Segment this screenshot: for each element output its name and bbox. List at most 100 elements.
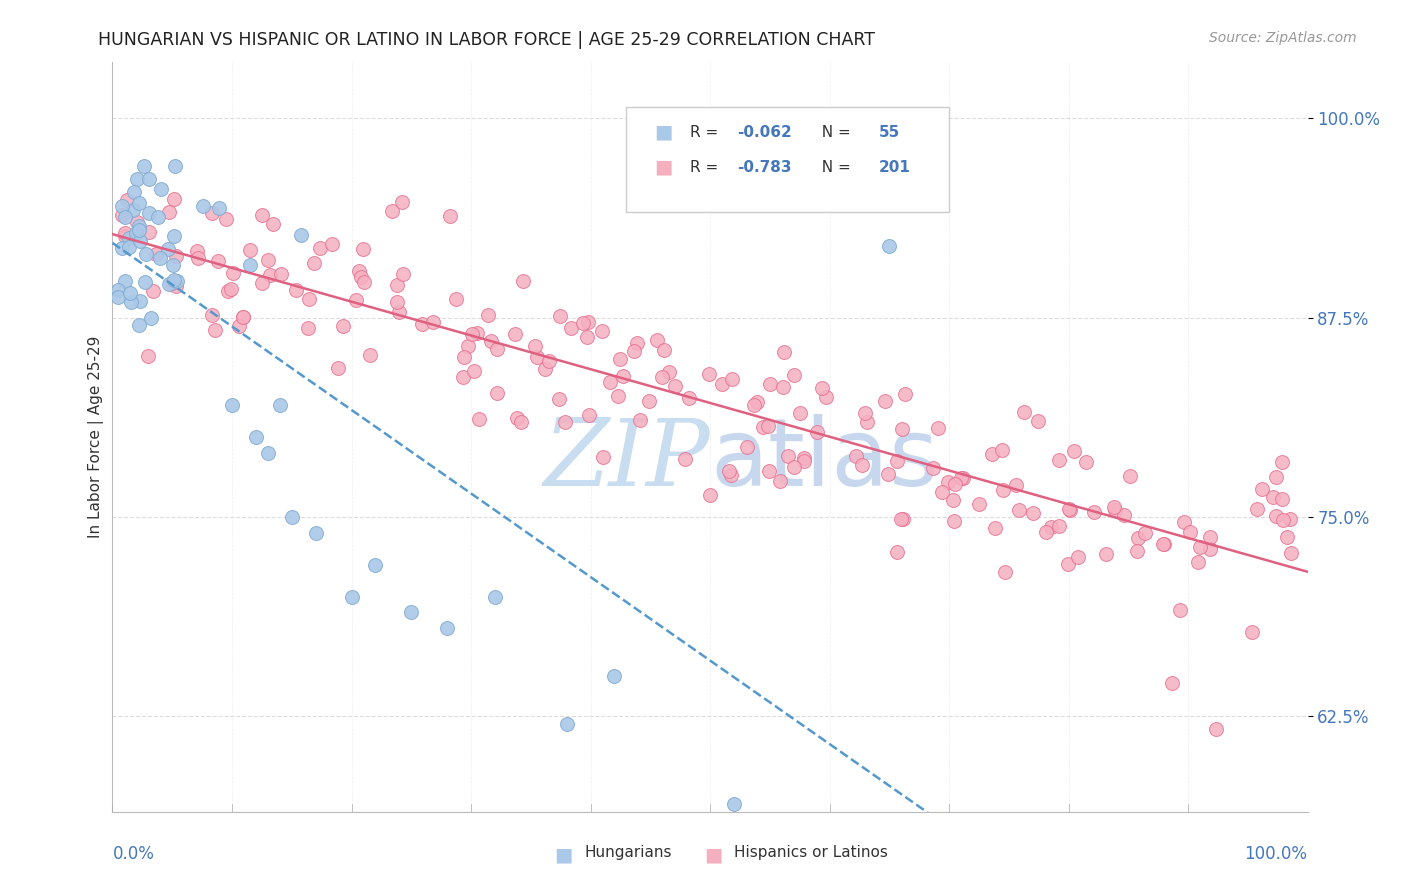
Text: ■: ■ — [554, 846, 574, 864]
Point — [952, 471, 974, 485]
Point — [1241, 624, 1264, 639]
Point — [758, 464, 780, 478]
Point — [359, 348, 381, 362]
Point — [554, 416, 576, 430]
Point — [128, 318, 150, 333]
Point — [353, 275, 375, 289]
Point — [512, 274, 534, 288]
Point — [576, 330, 599, 344]
Point — [853, 406, 876, 420]
Text: Source: ZipAtlas.com: Source: ZipAtlas.com — [1209, 31, 1357, 45]
Point — [186, 244, 208, 258]
Point — [221, 398, 243, 412]
Point — [239, 244, 262, 258]
Point — [1095, 547, 1118, 561]
Point — [165, 249, 187, 263]
Point — [477, 308, 499, 322]
Point — [856, 415, 879, 429]
Point — [599, 375, 621, 389]
Point — [128, 234, 150, 248]
Point — [548, 392, 571, 407]
Point — [128, 219, 150, 233]
Point — [576, 315, 599, 329]
Point — [321, 237, 343, 252]
Text: ZIP: ZIP — [543, 415, 710, 505]
Point — [609, 352, 631, 367]
Point — [1012, 405, 1035, 419]
Point — [607, 389, 630, 403]
Point — [444, 293, 467, 307]
Point — [349, 264, 371, 278]
Text: HUNGARIAN VS HISPANIC OR LATINO IN LABOR FORCE | AGE 25-29 CORRELATION CHART: HUNGARIAN VS HISPANIC OR LATINO IN LABOR… — [98, 31, 876, 49]
Point — [723, 797, 745, 811]
Point — [720, 467, 742, 482]
Point — [571, 316, 593, 330]
Point — [699, 367, 721, 381]
Point — [252, 277, 274, 291]
Text: R =: R = — [690, 125, 723, 140]
Point — [1057, 557, 1080, 571]
Point — [638, 393, 661, 408]
Point — [120, 285, 142, 300]
Point — [984, 521, 1007, 535]
Point — [259, 268, 281, 283]
Point — [297, 321, 319, 335]
Point — [735, 440, 758, 454]
Point — [783, 460, 806, 475]
Point — [873, 394, 896, 409]
Point — [215, 212, 238, 227]
Point — [270, 268, 292, 282]
Point — [603, 669, 626, 683]
Point — [1265, 469, 1288, 483]
Point — [548, 309, 571, 323]
Point — [967, 496, 990, 510]
Point — [145, 247, 167, 261]
Point — [250, 208, 273, 222]
Point — [457, 339, 479, 353]
Point — [135, 247, 157, 261]
Point — [262, 217, 284, 231]
Point — [658, 365, 681, 379]
Point — [592, 450, 614, 464]
Point — [756, 419, 779, 434]
Point — [526, 350, 548, 364]
Point — [612, 368, 634, 383]
Point — [388, 305, 411, 319]
Point — [1047, 453, 1070, 467]
Point — [308, 240, 330, 254]
Point — [132, 159, 155, 173]
Point — [1083, 505, 1105, 519]
Point — [1022, 506, 1045, 520]
Point — [1152, 536, 1174, 550]
Point — [769, 474, 792, 488]
Point — [1246, 502, 1268, 516]
Point — [793, 454, 815, 468]
Point — [1279, 546, 1302, 560]
Point — [718, 464, 741, 478]
Point — [1035, 525, 1057, 540]
Text: N =: N = — [811, 125, 855, 140]
Point — [114, 210, 136, 224]
Point — [114, 227, 136, 241]
Point — [146, 211, 169, 225]
Point — [994, 566, 1017, 580]
Point — [298, 292, 321, 306]
Point — [1205, 723, 1227, 737]
Point — [340, 590, 363, 604]
Point — [451, 370, 474, 384]
Point — [114, 228, 136, 243]
Point — [927, 421, 949, 435]
Point — [991, 443, 1014, 458]
Point — [139, 310, 162, 325]
Point — [1168, 603, 1191, 617]
Point — [851, 458, 873, 473]
Point — [138, 225, 160, 239]
Point — [352, 242, 374, 256]
Point — [886, 454, 908, 468]
Point — [742, 398, 765, 412]
Point — [711, 376, 734, 391]
Point — [886, 545, 908, 559]
Point — [305, 525, 328, 540]
Point — [890, 511, 912, 525]
Point — [138, 172, 160, 186]
